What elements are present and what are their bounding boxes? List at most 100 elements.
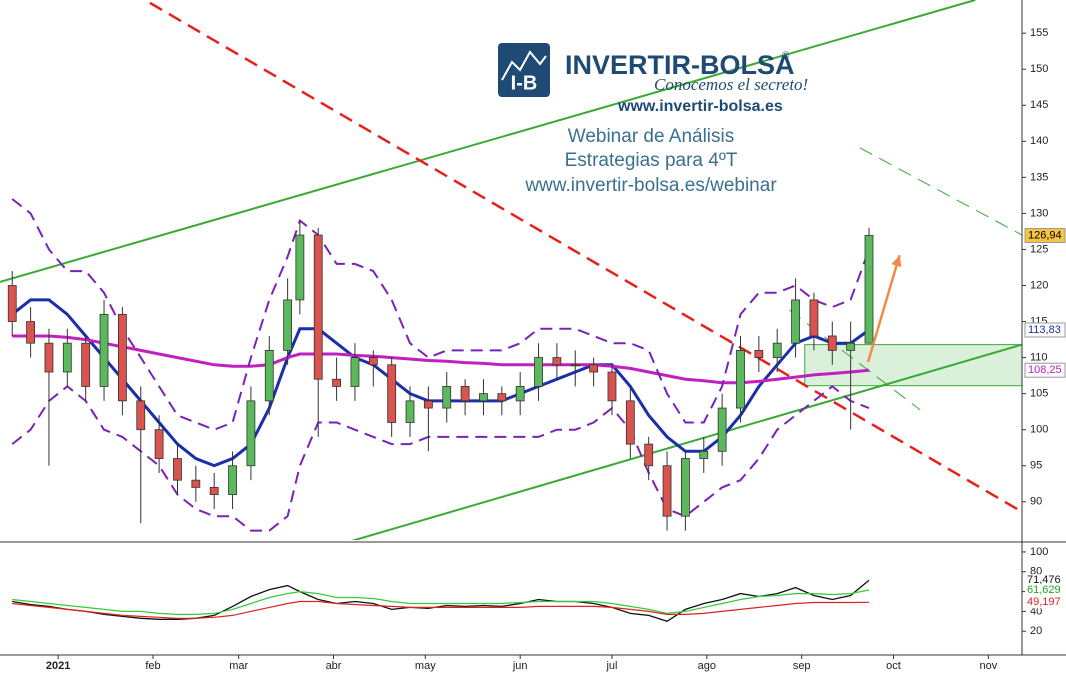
candle-body	[754, 349, 764, 358]
y-tick-label: 120	[1030, 279, 1048, 291]
candle-body	[460, 386, 470, 402]
price-tag-label: 113,83	[1028, 324, 1061, 336]
webinar-line: www.invertir-bolsa.es/webinar	[524, 175, 777, 196]
indicator-line	[12, 334, 870, 385]
candle-body	[479, 393, 488, 402]
candle-body	[515, 386, 525, 402]
candle-body	[350, 357, 360, 387]
candle-body	[662, 465, 672, 517]
candle-body	[99, 313, 109, 387]
candle-body	[154, 429, 164, 459]
x-tick-label: nov	[979, 660, 997, 672]
candle-body	[117, 313, 127, 402]
arrow-head	[891, 255, 902, 268]
y-tick-label: 140	[1030, 135, 1048, 147]
x-tick-label: abr	[326, 660, 342, 672]
candle-body	[809, 299, 819, 337]
price-tag	[1024, 227, 1066, 243]
candle-body	[136, 400, 146, 431]
osc-y-tick-label: 20	[1030, 625, 1042, 637]
candle-body	[191, 479, 201, 488]
y-tick-label: 150	[1030, 63, 1048, 75]
osc-tag-label: 49,197	[1027, 596, 1061, 608]
x-tick-label: jul	[605, 660, 617, 672]
y-tick-label: 105	[1030, 388, 1048, 400]
price-tag	[1024, 322, 1066, 338]
webinar-line: Estrategias para 4ºT	[565, 150, 738, 171]
x-tick-label: may	[415, 660, 436, 672]
candle-body	[246, 400, 256, 467]
y-tick-label: 135	[1030, 171, 1048, 183]
candle-body	[552, 357, 562, 366]
candle-body	[570, 364, 580, 367]
trendline	[0, 0, 976, 283]
candle-body	[717, 407, 727, 452]
candle-body	[81, 342, 91, 387]
x-tick-label: sep	[793, 660, 811, 672]
site: www.invertir-bolsa.es	[617, 98, 783, 115]
candle-body	[699, 450, 709, 459]
candle-body	[368, 357, 378, 366]
y-tick-label: 95	[1030, 460, 1042, 472]
price-tag-label: 126,94	[1028, 229, 1062, 241]
candle-body	[772, 342, 782, 358]
candle-body	[295, 234, 305, 301]
candle-body	[264, 349, 274, 402]
webinar-line: Webinar de Análisis	[568, 126, 735, 147]
osc-tag	[1025, 583, 1065, 596]
candle-body	[313, 234, 323, 380]
candle-body	[228, 465, 237, 495]
y-tick-label: 130	[1030, 207, 1048, 219]
candle-body	[534, 357, 543, 387]
candle-body	[62, 342, 72, 373]
y-tick-label: 155	[1030, 27, 1048, 39]
oscillator-line	[12, 600, 870, 619]
candle-body	[625, 400, 635, 445]
candle-body	[442, 386, 452, 409]
candle-body	[283, 299, 293, 351]
candle-body	[7, 285, 17, 322]
logo-icon	[498, 43, 550, 97]
osc-tag-label: 61,629	[1027, 584, 1061, 596]
oscillator-line	[12, 589, 870, 615]
y-tick-label: 100	[1030, 424, 1048, 436]
price-tag-label: 108,25	[1028, 364, 1062, 376]
osc-tag	[1025, 596, 1065, 609]
candle-body	[827, 335, 837, 351]
brand: INVERTIR-BOLSA	[565, 50, 795, 80]
indicator-line	[11, 198, 870, 431]
candle-body	[209, 486, 219, 495]
main-panel	[0, 0, 1022, 540]
slogan: Conocemos el secreto!	[654, 75, 808, 94]
candle-body	[846, 342, 856, 351]
candle-body	[332, 378, 341, 387]
candle-body	[387, 364, 397, 423]
candle-body	[644, 443, 654, 467]
candle-body	[589, 364, 599, 373]
osc-y-tick-label: 100	[1030, 546, 1048, 558]
candle-body	[26, 321, 35, 344]
y-tick-label: 110	[1030, 352, 1048, 364]
candle-body	[736, 349, 745, 409]
x-tick-label: mar	[229, 660, 248, 672]
candle-body	[791, 299, 800, 344]
trendline	[149, 1, 1022, 513]
candle-body	[405, 400, 415, 423]
candle-body	[864, 235, 874, 344]
candle-body	[681, 458, 690, 517]
arrow	[866, 254, 901, 363]
registered: ®	[782, 51, 790, 62]
x-tick-label: feb	[145, 660, 160, 672]
candle-body	[173, 458, 182, 481]
candle-body	[497, 393, 507, 402]
trendline	[351, 343, 1022, 540]
y-tick-label: 125	[1030, 243, 1048, 255]
candle-body	[423, 400, 433, 409]
price-tag	[1024, 362, 1066, 378]
osc-tag	[1025, 574, 1065, 587]
zone	[804, 344, 1022, 387]
indicator-line	[11, 385, 870, 532]
